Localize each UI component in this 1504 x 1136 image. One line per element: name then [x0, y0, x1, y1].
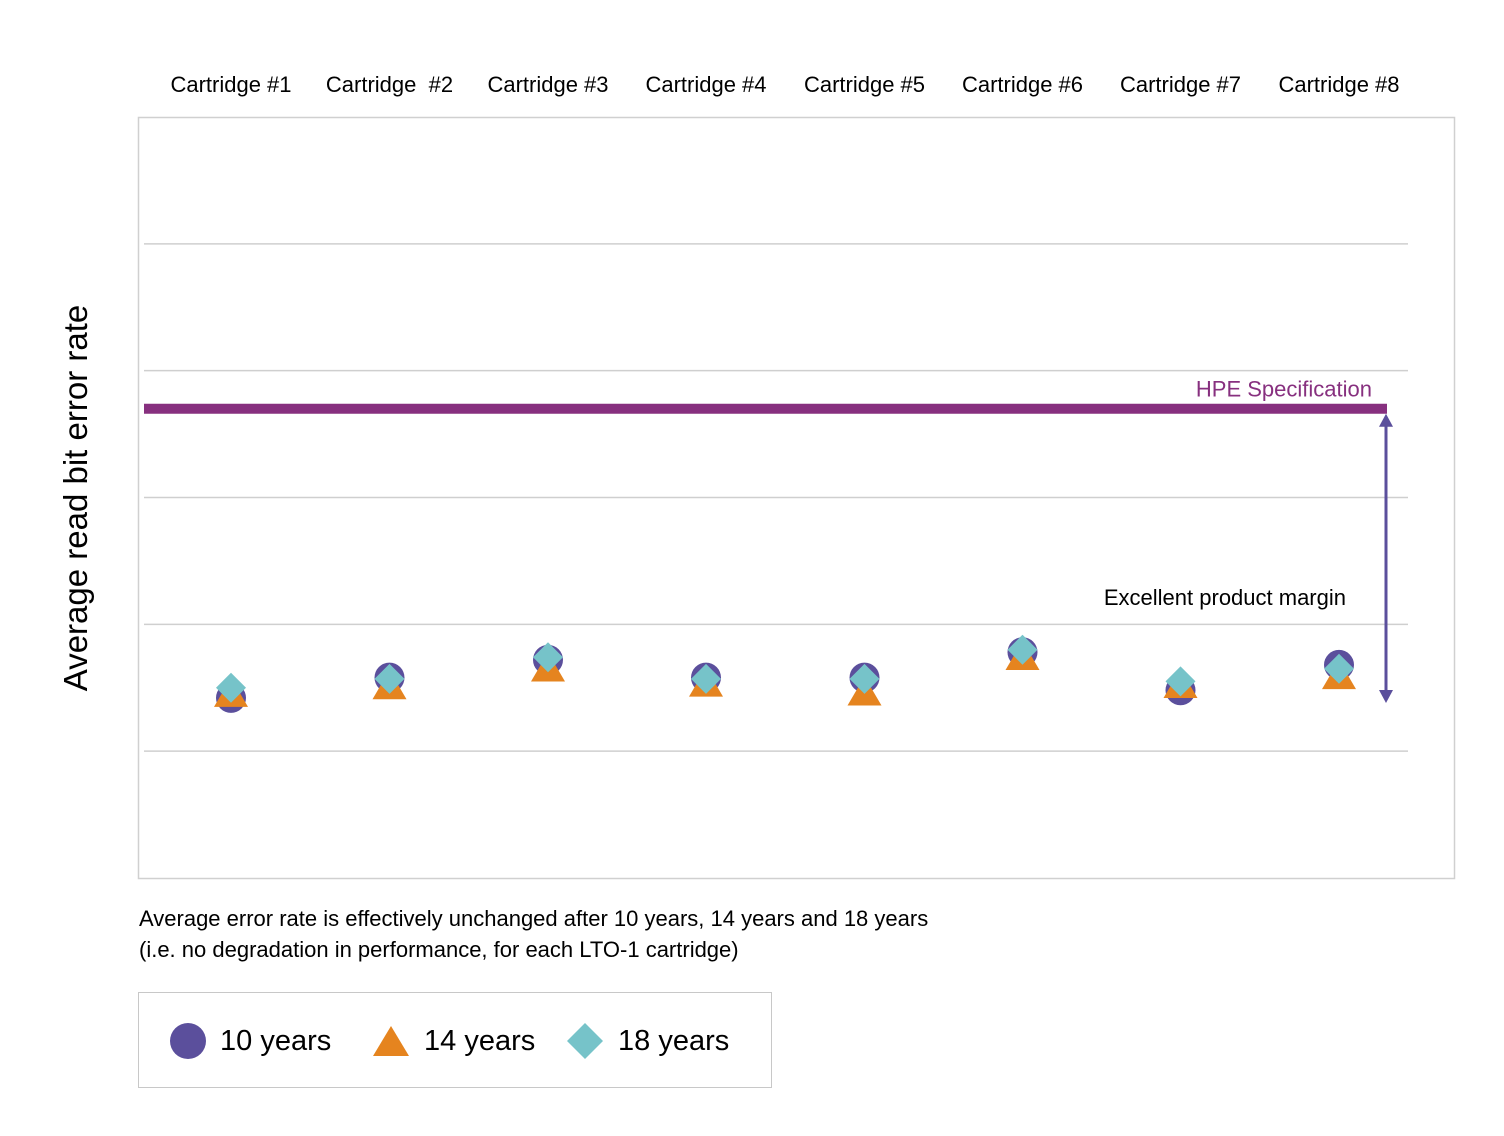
margin-annotation-label: Excellent product margin [1104, 585, 1346, 610]
point-diamond-1 [216, 672, 246, 703]
legend-item-18-years: 18 years [566, 993, 729, 1089]
caption-line-1: Average error rate is effectively unchan… [139, 906, 929, 931]
legend-label: 14 years [424, 1024, 536, 1057]
legend-item-14-years: 14 years [372, 993, 535, 1089]
legend-label: 18 years [618, 1024, 730, 1057]
point-diamond-6 [1007, 634, 1038, 665]
category-label: Cartridge #5 [804, 72, 925, 97]
point-diamond-7 [1165, 666, 1196, 697]
legend: 10 years 14 years 18 years [138, 992, 772, 1088]
point-diamond-8 [1324, 653, 1354, 684]
category-label: Cartridge #3 [487, 72, 608, 97]
category-label: Cartridge #4 [645, 72, 766, 97]
circle-marker-icon [170, 1023, 206, 1059]
diamond-marker-icon [567, 1023, 603, 1059]
category-label: Cartridge #2 [326, 72, 453, 97]
point-diamond-5 [849, 663, 880, 694]
category-label: Cartridge #1 [170, 72, 291, 97]
point-diamond-4 [691, 663, 721, 694]
data-points [214, 634, 1356, 713]
plot-frame [137, 116, 1456, 880]
point-diamond-3 [533, 642, 563, 673]
hpe-specification-label: HPE Specification [1196, 377, 1372, 402]
category-label: Cartridge #6 [962, 72, 1083, 97]
margin-arrow [1379, 413, 1393, 703]
margin-arrow-head-down [1379, 690, 1393, 703]
margin-arrow-head-up [1379, 413, 1393, 427]
legend-label: 10 years [220, 1024, 332, 1057]
triangle-marker-icon [373, 1026, 409, 1056]
y-axis-label: Average read bit error rate [57, 305, 94, 691]
category-label: Cartridge #8 [1278, 72, 1399, 97]
legend-item-10-years: 10 years [170, 993, 331, 1089]
chart: Cartridge #1 Cartridge #2 Cartridge #3 Cart… [57, 72, 1456, 880]
category-label: Cartridge #7 [1120, 72, 1241, 97]
caption-line-2: (i.e. no degradation in performance, for… [139, 937, 739, 962]
category-labels: Cartridge #1 Cartridge #2 Cartridge #3 Cart… [170, 72, 1399, 97]
point-diamond-2 [374, 663, 405, 694]
chart-caption: Average error rate is effectively unchan… [139, 903, 928, 965]
gridlines [144, 243, 1408, 752]
